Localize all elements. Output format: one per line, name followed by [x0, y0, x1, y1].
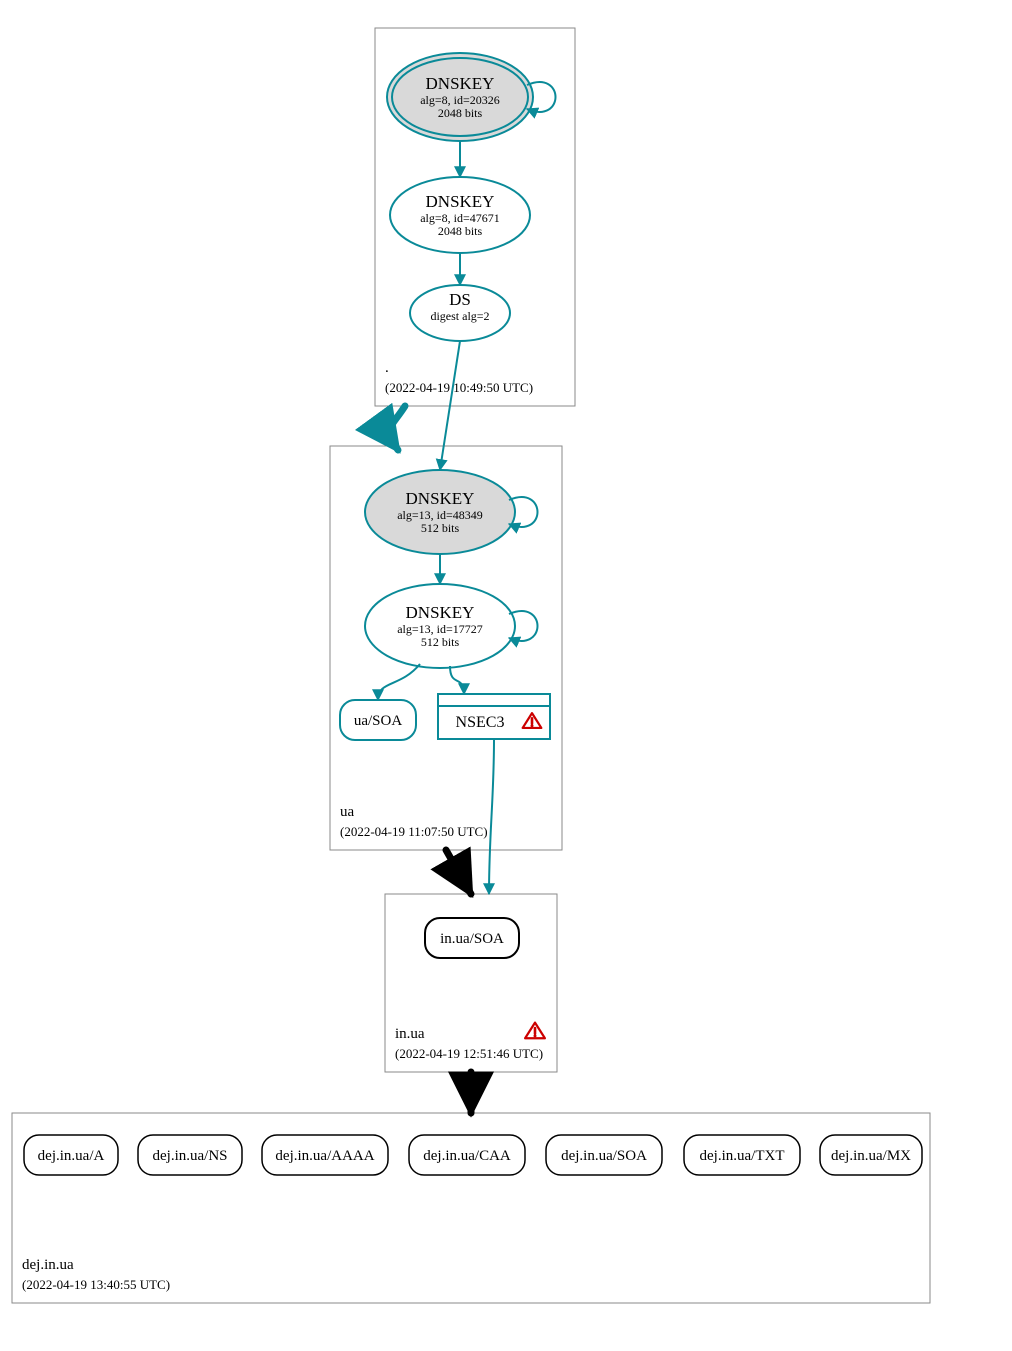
svg-text:(2022-04-19 10:49:50 UTC): (2022-04-19 10:49:50 UTC)	[385, 380, 533, 395]
svg-text:.: .	[385, 360, 389, 376]
svg-text:DNSKEY: DNSKEY	[406, 489, 475, 508]
edge	[489, 739, 494, 894]
svg-text:DS: DS	[449, 290, 471, 309]
node-dnskey_ua_zsk: DNSKEYalg=13, id=17727512 bits	[365, 584, 538, 668]
svg-text:dej.in.ua/AAAA: dej.in.ua/AAAA	[275, 1148, 374, 1164]
svg-text:NSEC3: NSEC3	[456, 714, 505, 731]
svg-text:dej.in.ua/NS: dej.in.ua/NS	[153, 1148, 228, 1164]
svg-text:in.ua/SOA: in.ua/SOA	[440, 931, 504, 947]
svg-text:alg=8, id=20326: alg=8, id=20326	[420, 93, 500, 107]
svg-text:alg=8, id=47671: alg=8, id=47671	[420, 211, 500, 225]
svg-text:digest alg=2: digest alg=2	[430, 309, 489, 323]
rr-6: dej.in.ua/MX	[820, 1135, 922, 1175]
svg-text:(2022-04-19 12:51:46 UTC): (2022-04-19 12:51:46 UTC)	[395, 1046, 543, 1061]
svg-text:dej.in.ua/TXT: dej.in.ua/TXT	[700, 1148, 785, 1164]
svg-text:512 bits: 512 bits	[421, 521, 460, 535]
edge	[378, 664, 420, 700]
svg-text:dej.in.ua/A: dej.in.ua/A	[38, 1148, 105, 1164]
rr-1: dej.in.ua/NS	[138, 1135, 242, 1175]
svg-text:ua: ua	[340, 804, 355, 820]
node-ua_soa: ua/SOA	[340, 700, 416, 740]
svg-text:dej.in.ua/CAA: dej.in.ua/CAA	[423, 1148, 511, 1164]
svg-text:DNSKEY: DNSKEY	[426, 74, 495, 93]
svg-text:DNSKEY: DNSKEY	[426, 192, 495, 211]
svg-text:in.ua: in.ua	[395, 1026, 425, 1042]
rr-4: dej.in.ua/SOA	[546, 1135, 662, 1175]
node-dnskey_ua_ksk: DNSKEYalg=13, id=48349512 bits	[365, 470, 538, 554]
node-ds_root: DSdigest alg=2	[410, 285, 510, 341]
svg-text:dej.in.ua/MX: dej.in.ua/MX	[831, 1148, 911, 1164]
svg-text:alg=13, id=17727: alg=13, id=17727	[397, 622, 483, 636]
svg-text:(2022-04-19 11:07:50 UTC): (2022-04-19 11:07:50 UTC)	[340, 824, 488, 839]
svg-text:dej.in.ua: dej.in.ua	[22, 1257, 74, 1273]
rr-5: dej.in.ua/TXT	[684, 1135, 800, 1175]
svg-text:512 bits: 512 bits	[421, 635, 460, 649]
node-in_ua_soa: in.ua/SOA	[425, 918, 519, 958]
svg-text:dej.in.ua/SOA: dej.in.ua/SOA	[561, 1148, 647, 1164]
svg-text:(2022-04-19 13:40:55 UTC): (2022-04-19 13:40:55 UTC)	[22, 1277, 170, 1292]
svg-text:ua/SOA: ua/SOA	[354, 713, 403, 729]
rr-0: dej.in.ua/A	[24, 1135, 118, 1175]
zone-delegation-arrow	[389, 406, 405, 450]
edge	[450, 666, 464, 694]
node-dnskey_root_zsk: DNSKEYalg=8, id=476712048 bits	[390, 177, 530, 253]
zone-delegation-arrow	[446, 850, 471, 894]
svg-text:alg=13, id=48349: alg=13, id=48349	[397, 508, 483, 522]
dnssec-diagram: . (2022-04-19 10:49:50 UTC) ua (2022-04-19 …	[0, 0, 1012, 1351]
svg-text:2048 bits: 2048 bits	[438, 106, 483, 120]
svg-text:DNSKEY: DNSKEY	[406, 603, 475, 622]
rr-2: dej.in.ua/AAAA	[262, 1135, 388, 1175]
node-dnskey_root_ksk: DNSKEYalg=8, id=203262048 bits	[387, 53, 556, 141]
warning-icon	[525, 1023, 545, 1039]
node-nsec3: NSEC3	[438, 694, 550, 739]
rr-3: dej.in.ua/CAA	[409, 1135, 525, 1175]
svg-text:2048 bits: 2048 bits	[438, 224, 483, 238]
